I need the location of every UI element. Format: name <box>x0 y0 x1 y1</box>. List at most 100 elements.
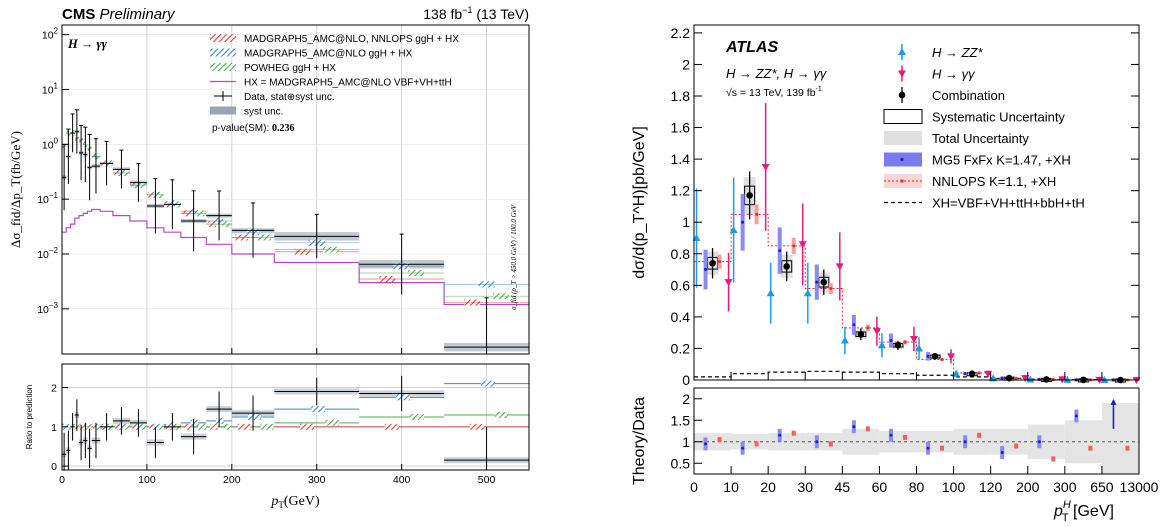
overflow-label: σ_fid (p_T > 450.0 GeV) / 100.0 GeV <box>510 204 518 310</box>
ratio-y-tick-label: 0 <box>51 461 57 473</box>
nnlops-dotted-line <box>694 213 1139 381</box>
ratio-total-unc <box>879 431 917 453</box>
ratio-powheg-box <box>198 423 206 430</box>
x-tick-label: 120 <box>979 479 1003 495</box>
mg5-point <box>741 220 745 224</box>
x-tick-label: 13000 <box>1120 479 1159 495</box>
ratio-powheg-box <box>90 423 92 430</box>
legend-swatch <box>898 91 906 99</box>
p-value-label: p-value(SM): 0.236 <box>212 123 295 134</box>
lumi-label: 138 fb−1 (13 TeV) <box>423 5 529 22</box>
x-tick-label: 650 <box>1090 479 1114 495</box>
y-tick-label: 0.6 <box>671 277 691 293</box>
x-tick-label: 60 <box>872 479 888 495</box>
legend-label: H → γγ <box>932 67 976 82</box>
ratio-total-unc <box>842 428 880 455</box>
y-tick-exp: −3 <box>49 301 59 310</box>
y-tick-exp: 0 <box>54 136 59 145</box>
legend-swatch <box>210 48 236 57</box>
legend-swatch <box>883 109 923 124</box>
nnlops-point <box>940 357 944 361</box>
legend-label: Combination <box>932 88 1005 103</box>
legend-swatch <box>210 34 236 42</box>
mg5-point <box>852 323 856 327</box>
gg-marker <box>909 335 918 343</box>
ratio-powheg-box <box>69 423 71 430</box>
combination-marker <box>857 330 865 338</box>
gg-marker <box>1021 375 1030 383</box>
ratio-nnlops-box <box>92 423 96 430</box>
x-tick-label: 400 <box>393 474 411 486</box>
ratio-mg5-box <box>136 423 142 430</box>
ratio-y-tick-label: 0.5 <box>671 455 691 471</box>
channel-label: H → γγ <box>67 37 108 51</box>
lumi: 138 fb <box>423 6 462 22</box>
x-axis-label: pH T [GeV] <box>1053 499 1114 524</box>
gg-marker <box>872 328 881 336</box>
zz-marker <box>952 369 961 377</box>
ratio-powheg-box <box>141 423 147 430</box>
x-tick-label: 500 <box>478 474 496 486</box>
ratio-nnlops-point <box>754 441 759 447</box>
nnlops-point <box>1014 376 1018 380</box>
ratio-powheg-box <box>97 423 101 430</box>
nnlops-point <box>866 326 870 330</box>
ratio-nnlops-box <box>79 423 81 430</box>
legend-label: Total Uncertainty <box>932 131 1029 146</box>
ratio-nnlops-box <box>88 423 90 430</box>
ratio-y-tick-label: 1.5 <box>671 412 691 428</box>
ratio-powheg-box <box>81 423 84 430</box>
legend-label: MADGRAPH5_AMC@NLO ggH + HX <box>244 49 413 60</box>
ratio-mg5-point <box>1074 414 1078 418</box>
ratio-total-unc <box>1064 420 1102 464</box>
legend-swatch <box>900 157 904 162</box>
legend-label: H → ZZ* <box>932 45 983 60</box>
zz-marker <box>729 226 738 234</box>
legend-label: HX = MADGRAPH5_AMC@NLO VBF+VH+ttH <box>244 78 452 89</box>
ratio-nnlops-box <box>384 423 399 430</box>
y-tick-label: 100 <box>42 136 59 151</box>
x-tick-label: 300 <box>308 474 326 486</box>
ratio-y-tick-label: 2 <box>51 383 57 395</box>
gg-marker <box>947 353 956 361</box>
ratio-mg5-box <box>190 419 199 426</box>
combination-marker <box>709 259 716 267</box>
combination-marker <box>820 278 828 286</box>
energy: (13 TeV) <box>472 6 529 22</box>
x-label-sup: H <box>1063 499 1071 511</box>
gg-marker <box>835 263 844 271</box>
ratio-mg5-box <box>396 394 411 401</box>
ratio-total-unc <box>805 433 843 451</box>
ratio-nnlops-point <box>828 441 833 447</box>
x-tick-label: 300 <box>1053 479 1077 495</box>
ratio-mg5-box <box>119 423 125 430</box>
y-tick-label: 10−2 <box>37 246 58 261</box>
ratio-total-unc <box>1027 424 1065 459</box>
ratio-mg5-box <box>311 406 326 413</box>
ratio-nnlops-box <box>299 423 314 430</box>
legend-swatch <box>210 63 236 71</box>
energy-lumi-label: √s = 13 TeV, 139 fb-1 <box>726 86 822 99</box>
y-tick-exp: 1 <box>54 81 59 90</box>
experiment-name: CMS <box>62 6 95 23</box>
ratio-powheg-box <box>223 423 232 430</box>
y-tick-base: 10 <box>42 84 54 96</box>
main-frame <box>61 24 530 355</box>
ratio-nnlops-box <box>75 423 77 430</box>
ratio-y-tick-label: 1 <box>51 422 57 434</box>
ratio-powheg-box <box>124 423 130 430</box>
experiment-label: ATLAS <box>725 39 778 56</box>
ratio-nnlops-box <box>209 423 218 430</box>
legend-label: NNLOPS K=1.1, +XH <box>932 174 1056 189</box>
ratio-powheg-box <box>86 423 88 430</box>
ratio-nnlops-box <box>149 423 155 430</box>
y-tick-exp: −2 <box>49 246 59 255</box>
cms-chart: 0 100 200 300 400 50010−310−210−1100101102012… <box>8 5 530 510</box>
zz-marker <box>1100 375 1109 383</box>
y-tick-base: 10 <box>37 249 49 261</box>
legend-label: MADGRAPH5_AMC@NLO, NNLOPS ggH + HX <box>244 34 459 45</box>
x-label-unit: [GeV] <box>1069 503 1114 520</box>
experiment-label: CMS Preliminary <box>62 6 176 23</box>
legend-swatch <box>898 70 906 78</box>
mg5-point <box>1000 376 1004 380</box>
